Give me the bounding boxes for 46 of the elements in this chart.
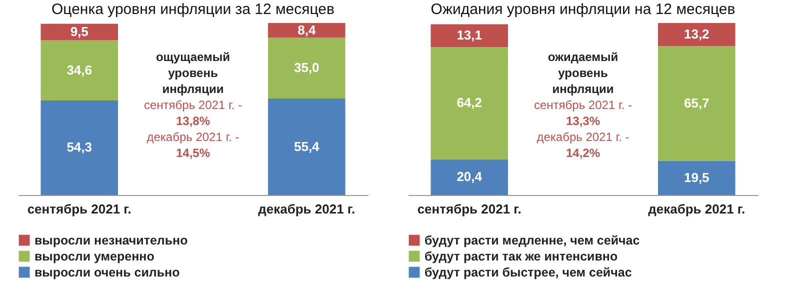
bar [430,47,508,160]
annotation: 14,5% [176,146,210,160]
data-label: 65,7 [684,95,710,110]
data-label: 64,2 [456,95,482,110]
chart-title: Оценка уровня инфляции за 12 месяцев [52,1,335,18]
bar [40,24,118,40]
bar [268,23,346,38]
data-label: 13,2 [684,26,710,42]
annotation: декабрь 2021 г. - [536,130,630,144]
bar [430,159,508,195]
data-label: 8,4 [298,22,316,38]
bar [430,24,508,48]
bar [40,100,118,195]
annotation: 14,2% [566,146,600,160]
legend-label: выросли очень сильно [34,265,180,280]
bar [658,160,736,195]
legend-label: будут расти так же интенсивно [424,249,618,264]
data-label: 35,0 [294,60,320,76]
annotation: 13,3% [566,114,600,128]
data-label: 9,5 [70,24,88,39]
bar [658,23,736,46]
bar [658,46,736,161]
annotation: декабрь 2021 г. - [146,130,240,144]
annotation: сентябрь 2021 г. - [534,98,632,112]
annotation: 13,8% [176,114,210,128]
bar [268,38,346,99]
bar [40,40,118,100]
data-label: 34,6 [66,62,92,78]
legend-label: будут расти быстрее, чем сейчас [424,265,632,280]
annotation: ощущаемый уровень инфляции [156,50,230,96]
x-tick-label: декабрь 2021 г. [648,202,746,216]
data-label: 13,1 [456,28,482,43]
x-tick-label: сентябрь 2021 г. [27,202,132,216]
annotation: ожидаемый уровень инфляции [548,50,618,96]
data-label: 54,3 [66,140,92,155]
data-label: 55,4 [294,138,320,154]
bar [268,98,346,195]
legend-label: выросли умеренно [34,249,155,264]
data-label: 19,5 [684,170,710,185]
x-tick-label: сентябрь 2021 г. [417,202,522,216]
legend-label: будут расти медленне, чем сейчас [424,233,640,248]
x-tick-label: декабрь 2021 г. [258,202,356,216]
annotation: сентябрь 2021 г. - [144,98,242,112]
legend-label: выросли незначительно [34,233,188,248]
data-label: 20,4 [456,169,483,184]
chart-title: Ожидания уровня инфляции на 12 месяцев [430,1,736,18]
